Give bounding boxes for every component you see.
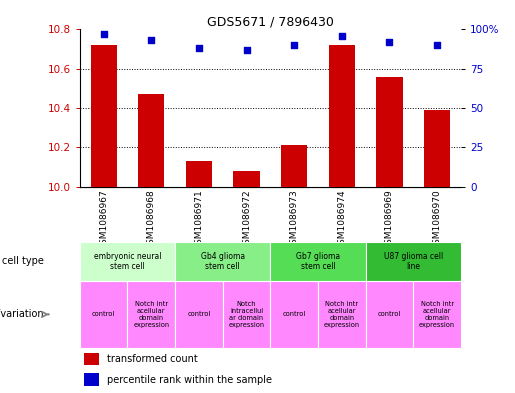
Point	[385, 39, 393, 45]
Point	[338, 33, 346, 39]
Bar	[186, 161, 212, 187]
Text: GSM1086968: GSM1086968	[147, 189, 156, 250]
Text: control: control	[283, 311, 306, 318]
Text: Notch intr
acellular
domain
expression: Notch intr acellular domain expression	[133, 301, 169, 328]
Point	[243, 47, 251, 53]
Text: genotype/variation: genotype/variation	[0, 309, 44, 320]
Text: GSM1086971: GSM1086971	[195, 189, 203, 250]
Text: U87 glioma cell
line: U87 glioma cell line	[384, 252, 443, 271]
Bar	[366, 281, 413, 348]
Point	[99, 31, 108, 37]
Text: GSM1086969: GSM1086969	[385, 189, 394, 250]
Bar	[138, 94, 164, 187]
Bar	[329, 45, 355, 187]
Text: GSM1086974: GSM1086974	[337, 189, 346, 250]
Bar	[222, 281, 270, 348]
Bar	[366, 242, 461, 281]
Text: GSM1086970: GSM1086970	[433, 189, 441, 250]
Point	[433, 42, 441, 48]
Title: GDS5671 / 7896430: GDS5671 / 7896430	[207, 15, 334, 28]
Point	[195, 45, 203, 51]
Bar	[270, 281, 318, 348]
Text: embryonic neural
stem cell: embryonic neural stem cell	[94, 252, 161, 271]
Bar	[270, 242, 366, 281]
Bar	[91, 45, 117, 187]
Text: control: control	[378, 311, 401, 318]
Text: Notch intr
acellular
domain
expression: Notch intr acellular domain expression	[324, 301, 360, 328]
Bar	[80, 242, 175, 281]
Text: transformed count: transformed count	[107, 354, 197, 364]
Text: percentile rank within the sample: percentile rank within the sample	[107, 375, 271, 385]
Bar	[413, 281, 461, 348]
Bar	[424, 110, 450, 187]
Bar	[83, 373, 99, 386]
Bar	[80, 281, 128, 348]
Bar	[128, 281, 175, 348]
Text: Gb7 glioma
stem cell: Gb7 glioma stem cell	[296, 252, 340, 271]
Bar	[233, 171, 260, 187]
Bar	[376, 77, 403, 187]
Text: control: control	[187, 311, 211, 318]
Text: GSM1086967: GSM1086967	[99, 189, 108, 250]
Text: GSM1086973: GSM1086973	[290, 189, 299, 250]
Bar	[175, 242, 270, 281]
Bar	[175, 281, 222, 348]
Point	[147, 37, 156, 44]
Text: GSM1086972: GSM1086972	[242, 189, 251, 250]
Bar	[318, 281, 366, 348]
Text: Notch
intracellul
ar domain
expression: Notch intracellul ar domain expression	[229, 301, 265, 328]
Bar	[83, 353, 99, 365]
Bar	[281, 145, 307, 187]
Text: control: control	[92, 311, 115, 318]
Text: Notch intr
acellular
domain
expression: Notch intr acellular domain expression	[419, 301, 455, 328]
Point	[290, 42, 298, 48]
Text: cell type: cell type	[2, 256, 44, 266]
Text: Gb4 glioma
stem cell: Gb4 glioma stem cell	[201, 252, 245, 271]
